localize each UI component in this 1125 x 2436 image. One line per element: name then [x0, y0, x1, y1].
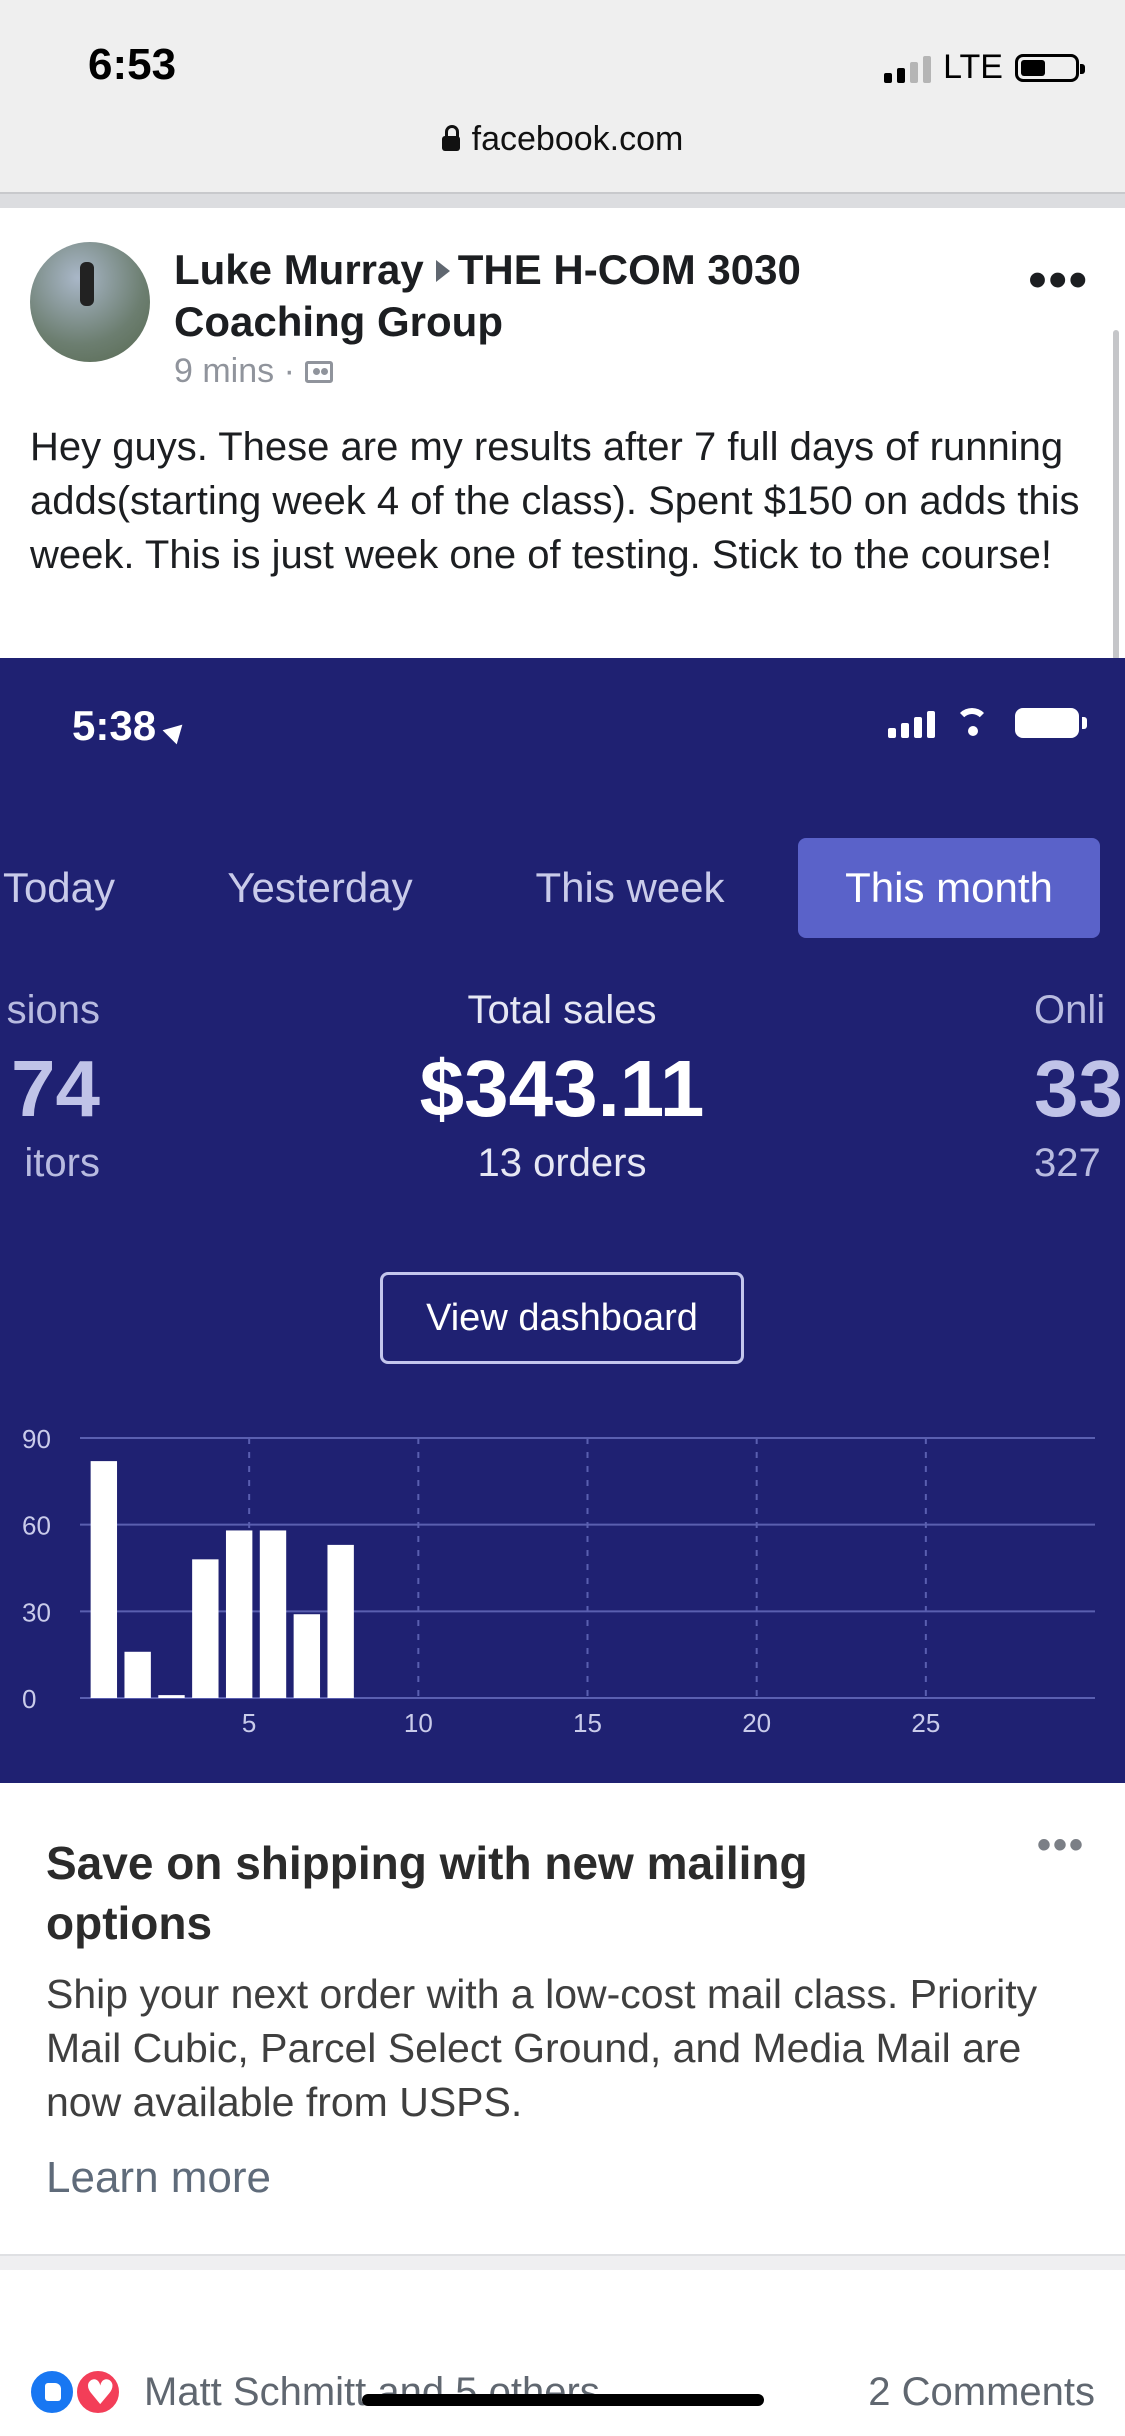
y-tick-label: 60 [22, 1511, 51, 1541]
learn-more-link[interactable]: Learn more [46, 2153, 272, 2202]
y-tick-label: 0 [22, 1684, 36, 1714]
post-text: Hey guys. These are my results after 7 f… [30, 425, 1080, 577]
chart-bar [90, 1461, 118, 1698]
promo-body: Ship your next order with a low-cost mai… [46, 1971, 1038, 2125]
tab-yesterday[interactable]: Yesterday [227, 864, 413, 911]
divider [0, 2254, 1125, 2270]
chart-bar [158, 1695, 185, 1698]
orders-count: 13 orders [477, 1141, 647, 1185]
post-meta: 9 mins · [174, 352, 333, 391]
image-battery-icon [1015, 708, 1087, 738]
signal-icon [884, 53, 932, 83]
post-timestamp[interactable]: 9 mins · [174, 352, 295, 390]
reaction-names[interactable]: Matt Schmitt and 5 others [144, 2370, 600, 2414]
chart-bar [192, 1559, 219, 1698]
home-indicator[interactable] [362, 2394, 764, 2406]
network-label: LTE [943, 48, 1003, 86]
image-status-time: 5:38 [72, 702, 190, 750]
chart-bar [259, 1530, 287, 1698]
post-header: Luke Murray THE H-COM 3030 Coaching Group… [0, 210, 1125, 390]
status-bar: 6:53 LTE facebook.com [0, 0, 1125, 192]
total-sales-value: $343.11 [419, 1044, 705, 1133]
x-tick-label: 20 [742, 1708, 771, 1738]
promo-title: Save on shipping with new mailing option… [46, 1837, 808, 1949]
lock-icon [441, 125, 460, 151]
love-reaction-icon[interactable] [74, 2368, 122, 2416]
tab-today[interactable]: Today [2, 864, 116, 911]
battery-icon [1015, 53, 1085, 82]
tab-this-week[interactable]: This week [535, 864, 725, 911]
tab-this-month[interactable]: This month [798, 838, 1100, 938]
chart-bar [327, 1544, 354, 1698]
promo-more-icon[interactable]: ••• [1036, 1823, 1085, 1867]
x-tick-label: 5 [242, 1708, 256, 1738]
comments-count[interactable]: 2 Comments [868, 2370, 1095, 2414]
x-tick-label: 25 [911, 1708, 940, 1738]
chart-bar [293, 1614, 321, 1698]
post-author-line: Luke Murray THE H-COM 3030 Coaching Group [174, 244, 874, 348]
metric-total-sales: Total sales $343.11 13 orders [362, 988, 762, 1186]
status-time: 6:53 [88, 40, 177, 89]
chart-bar [124, 1651, 151, 1698]
x-tick-label: 10 [404, 1708, 433, 1738]
y-tick-label: 30 [22, 1597, 51, 1627]
reactions-bar: Matt Schmitt and 5 others 2 Comments [0, 2340, 1125, 2436]
y-tick-label: 90 [22, 1424, 51, 1454]
like-reaction-icon[interactable] [28, 2368, 76, 2416]
wifi-icon [955, 708, 995, 738]
group-name[interactable]: THE H-COM 3030 Coaching Group [174, 246, 801, 345]
image-signal-icon [888, 708, 935, 738]
status-icons: LTE [884, 48, 1085, 87]
caret-right-icon [435, 260, 450, 283]
divider [0, 192, 1125, 208]
image-status-icons [888, 708, 1087, 738]
more-options-icon[interactable]: ••• [1028, 251, 1089, 309]
metric-sessions: sions 74 itors [6, 988, 100, 1185]
post-image[interactable]: 5:38 Today Yesterday This week This mont… [0, 658, 1125, 1783]
scrollbar[interactable] [1113, 330, 1119, 660]
author-name[interactable]: Luke Murray [174, 246, 424, 293]
address-bar[interactable]: facebook.com [0, 120, 1125, 159]
group-privacy-icon [304, 360, 333, 383]
url-text: facebook.com [471, 120, 684, 158]
metric-online: Onli 33 327 [1034, 988, 1123, 1185]
total-sales-label: Total sales [467, 988, 657, 1032]
x-tick-label: 15 [573, 1708, 602, 1738]
avatar[interactable] [30, 242, 150, 362]
location-arrow-icon [162, 717, 190, 745]
chart-bar [225, 1530, 253, 1698]
period-tabs: Today Yesterday This week This month [0, 838, 1125, 938]
sales-bar-chart: 0 30 60 90 5 10 15 20 25 [22, 1424, 1095, 1738]
shipping-promo-card: Save on shipping with new mailing option… [0, 1783, 1125, 2203]
view-dashboard-button[interactable]: View dashboard [380, 1272, 744, 1364]
